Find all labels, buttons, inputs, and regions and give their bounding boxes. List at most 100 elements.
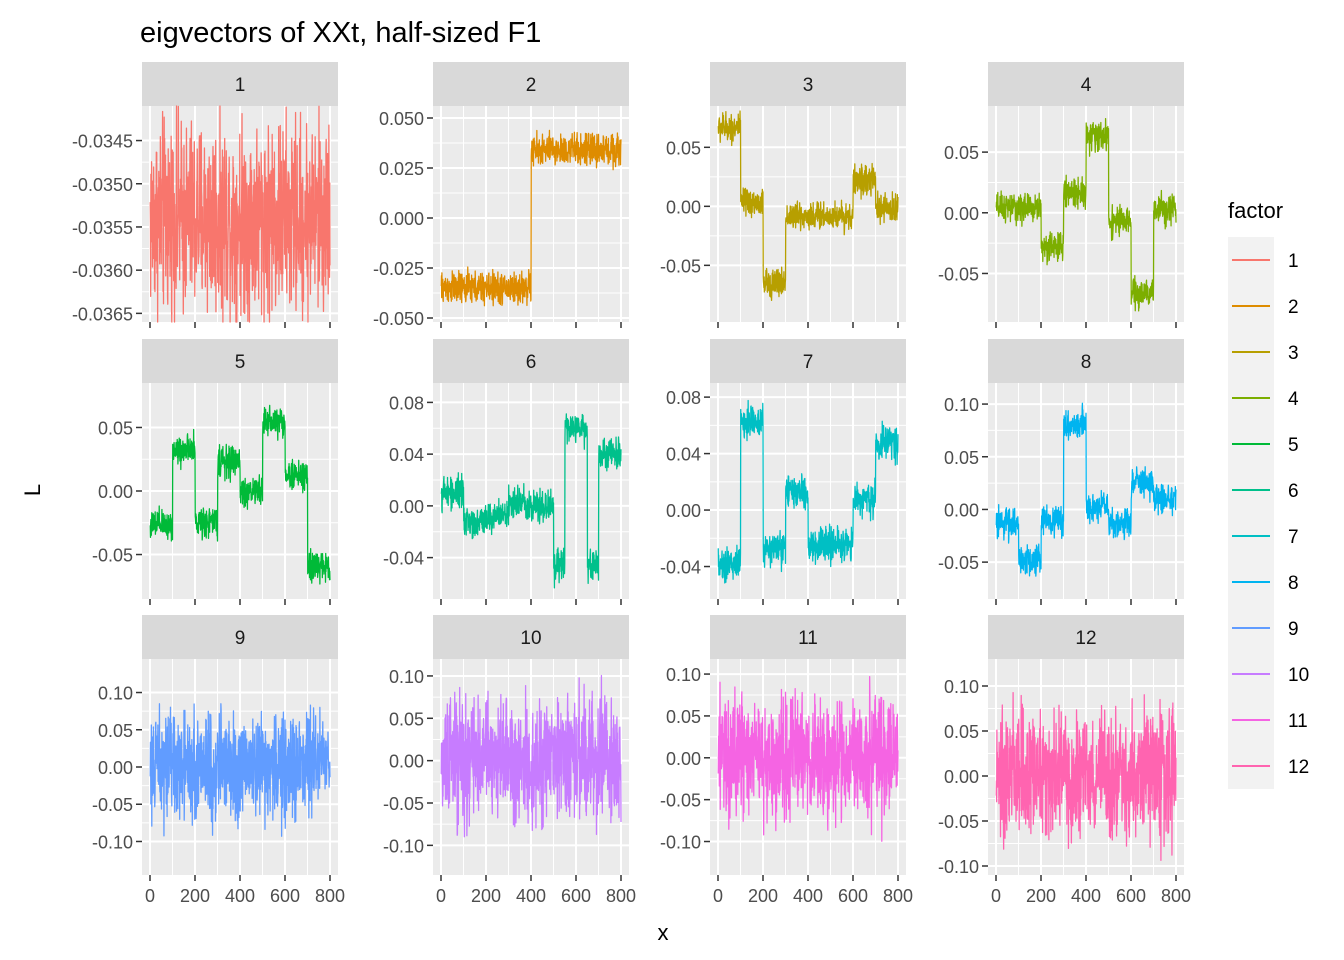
legend-label: 2 — [1288, 297, 1299, 318]
y-tick-label: -0.0345 — [72, 132, 133, 152]
y-tick-label: 0.00 — [944, 204, 979, 224]
y-tick-label: -0.04 — [383, 549, 424, 569]
y-tick-label: 0.05 — [666, 138, 701, 158]
legend-entry-6: 6 — [1232, 481, 1299, 502]
x-tick-label: 0 — [991, 886, 1001, 906]
x-tick-label: 400 — [1071, 886, 1101, 906]
facet-strip — [988, 62, 1184, 106]
facet-strip — [433, 62, 629, 106]
y-tick-label: -0.10 — [660, 833, 701, 853]
y-tick-label: 0.00 — [389, 497, 424, 517]
facet-strip — [710, 62, 906, 106]
y-tick-label: -0.05 — [92, 546, 133, 566]
legend-label: 3 — [1288, 343, 1299, 364]
y-tick-label: 0.10 — [944, 395, 979, 415]
x-tick-label: 0 — [436, 886, 446, 906]
facet-panel-2: 2 0.050 0.025 0.000 -0.025 -0.050 — [373, 62, 629, 329]
y-tick-label: 0.00 — [666, 197, 701, 217]
facet-panel-4: 4 0.05 0.00 -0.05 — [938, 62, 1184, 328]
y-tick-label: 0.00 — [666, 501, 701, 521]
y-tick-label: -0.05 — [92, 795, 133, 815]
y-tick-label: 0.00 — [98, 758, 133, 778]
x-tick-label: 400 — [225, 886, 255, 906]
y-tick-label: 0.04 — [389, 445, 424, 465]
facet-strip — [988, 339, 1184, 383]
legend-entry-9: 9 — [1232, 619, 1299, 640]
y-tick-label: -0.050 — [373, 309, 424, 329]
x-tick-label: 200 — [1026, 886, 1056, 906]
y-tick-label: -0.04 — [660, 558, 701, 578]
facet-strip — [142, 339, 338, 383]
y-tick-label: 0.05 — [944, 448, 979, 468]
facet-strip — [142, 62, 338, 106]
legend-label: 8 — [1288, 573, 1299, 594]
x-tick-label: 800 — [1161, 886, 1191, 906]
y-tick-label: 0.025 — [379, 159, 424, 179]
y-tick-label: 0.050 — [379, 109, 424, 129]
y-tick-label: 0.05 — [98, 721, 133, 741]
y-tick-label: 0.08 — [389, 393, 424, 413]
x-tick-label: 200 — [471, 886, 501, 906]
y-tick-label: 0.05 — [389, 709, 424, 729]
y-tick-label: 0.00 — [944, 767, 979, 787]
y-tick-label: 0.05 — [666, 707, 701, 727]
legend-entry-4: 4 — [1232, 389, 1299, 410]
y-tick-label: -0.025 — [373, 259, 424, 279]
x-axis-label: x — [658, 920, 669, 945]
x-tick-label: 800 — [606, 886, 636, 906]
y-tick-label: 0.00 — [944, 500, 979, 520]
legend-label: 11 — [1288, 711, 1308, 732]
y-tick-label: -0.10 — [938, 857, 979, 877]
series-line-9 — [149, 703, 331, 837]
y-tick-label: 0.05 — [944, 722, 979, 742]
series-line-12 — [995, 691, 1177, 862]
y-tick-label: -0.05 — [383, 794, 424, 814]
series-line-4 — [995, 117, 1177, 312]
facet-panel-7: 7 0.08 0.04 0.00 -0.04 — [660, 339, 906, 605]
y-tick-label: 0.000 — [379, 209, 424, 229]
facet-strip-label: 4 — [1081, 75, 1092, 96]
y-tick-label: -0.0350 — [72, 175, 133, 195]
legend-entry-5: 5 — [1232, 435, 1299, 456]
y-tick-label: 0.10 — [944, 677, 979, 697]
facet-strip-label: 12 — [1075, 628, 1096, 649]
y-tick-label: -0.05 — [938, 812, 979, 832]
x-tick-label: 200 — [748, 886, 778, 906]
facet-strip-label: 7 — [803, 352, 814, 373]
y-tick-label: -0.10 — [92, 832, 133, 852]
legend-label: 12 — [1288, 757, 1309, 778]
y-tick-label: 0.00 — [389, 752, 424, 772]
legend-entry-8: 8 — [1232, 573, 1299, 594]
legend-label: 4 — [1288, 389, 1299, 410]
facet-strip — [710, 615, 906, 659]
y-tick-label: -0.05 — [938, 553, 979, 573]
series-line-10 — [440, 674, 622, 838]
facet-panel-3: 3 0.05 0.00 -0.05 — [660, 62, 906, 328]
legend-background — [1228, 237, 1274, 789]
x-tick-label: 0 — [713, 886, 723, 906]
facet-strip-label: 3 — [803, 75, 814, 96]
x-tick-label: 0 — [145, 886, 155, 906]
x-tick-label: 400 — [793, 886, 823, 906]
y-tick-label: 0.10 — [98, 684, 133, 704]
facet-panels: 1 -0.0345 -0.0350 -0.0355 -0.0360 -0.0365 2 0.0… — [72, 62, 1191, 906]
facet-panel-1: 1 -0.0345 -0.0350 -0.0355 -0.0360 -0.0365 — [72, 62, 338, 328]
chart-title: eigvectors of XXt, half-sized F1 — [140, 17, 541, 49]
legend-label: 1 — [1288, 251, 1299, 272]
y-tick-label: 0.05 — [944, 143, 979, 163]
legend-entry-11: 11 — [1232, 711, 1308, 732]
facet-panel-5: 5 0.05 0.00 -0.05 — [92, 339, 338, 605]
series-line-5 — [149, 404, 331, 585]
y-tick-label: 0.05 — [98, 418, 133, 438]
y-tick-label: -0.0360 — [72, 261, 133, 281]
legend-label: 9 — [1288, 619, 1299, 640]
y-tick-label: 0.00 — [666, 749, 701, 769]
facet-strip-label: 11 — [798, 628, 818, 649]
x-tick-label: 600 — [270, 886, 300, 906]
y-axis-label: L — [20, 484, 45, 496]
y-tick-label: 0.10 — [666, 665, 701, 685]
legend-label: 10 — [1288, 665, 1309, 686]
facet-strip-label: 6 — [526, 352, 537, 373]
series-line-3 — [717, 110, 899, 302]
legend-entry-10: 10 — [1232, 665, 1309, 686]
